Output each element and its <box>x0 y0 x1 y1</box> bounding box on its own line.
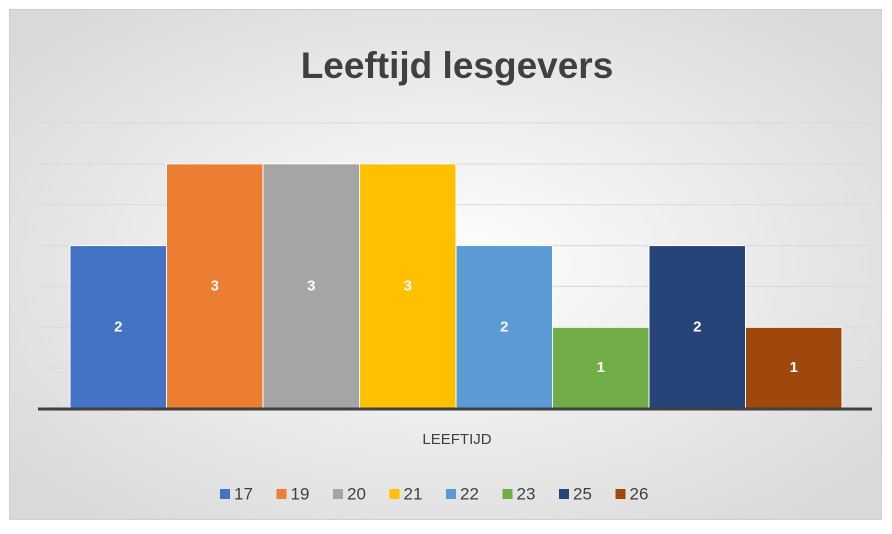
data-label: 1 <box>790 359 798 376</box>
data-label: 2 <box>500 318 508 335</box>
data-label: 2 <box>693 318 701 335</box>
legend-label: 23 <box>517 484 536 503</box>
data-label: 1 <box>597 359 605 376</box>
legend-label: 25 <box>573 484 592 503</box>
legend-swatch <box>446 489 456 499</box>
legend-label: 20 <box>347 484 366 503</box>
x-axis-label: LEEFTIJD <box>422 431 491 448</box>
legend-label: 22 <box>460 484 479 503</box>
legend-swatch <box>502 489 513 499</box>
legend-label: 19 <box>291 484 310 503</box>
bar <box>166 163 264 410</box>
legend-swatch <box>615 489 626 499</box>
data-label: 3 <box>404 277 412 294</box>
bar <box>455 245 553 410</box>
legend-label: 21 <box>404 484 423 503</box>
data-label: 3 <box>211 277 219 294</box>
legend-swatch <box>276 489 287 499</box>
bar <box>552 326 650 410</box>
data-label: 2 <box>114 318 122 335</box>
legend-swatch <box>333 489 343 499</box>
legend-swatch <box>389 489 400 499</box>
legend-swatch <box>220 489 230 499</box>
legend-label: 17 <box>234 484 253 503</box>
data-label: 3 <box>307 277 315 294</box>
legend-swatch <box>559 489 569 499</box>
legend-label: 26 <box>630 484 649 503</box>
bar <box>648 245 746 410</box>
bar <box>69 245 167 410</box>
chart-title: Leeftijd lesgevers <box>301 45 614 86</box>
